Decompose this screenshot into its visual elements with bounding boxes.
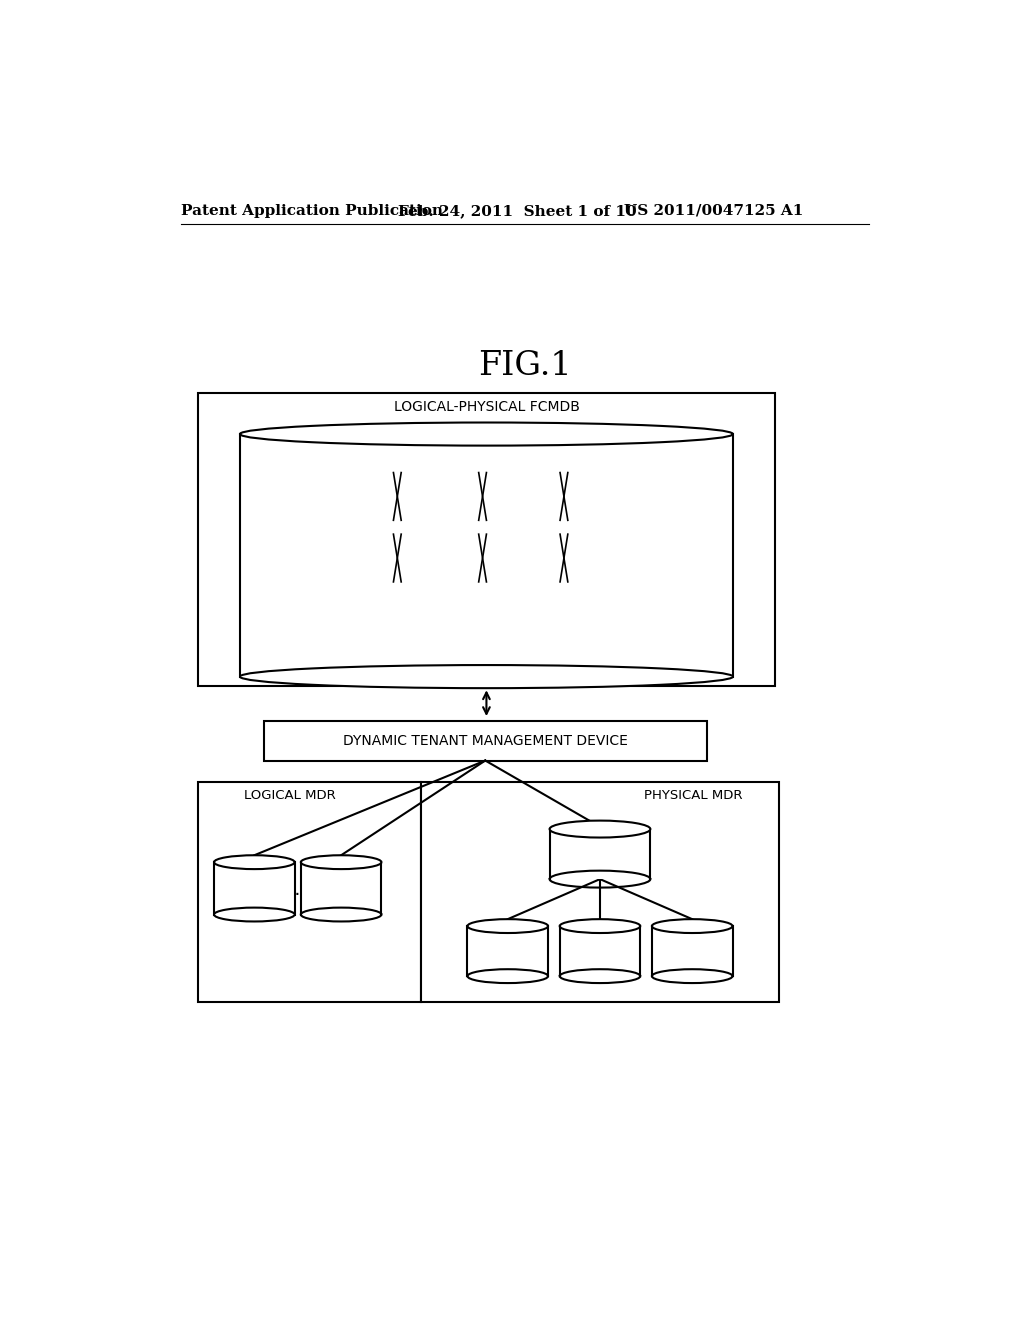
Text: LOGICAL MDR: LOGICAL MDR [245, 789, 336, 803]
Bar [300, 862, 382, 915]
Ellipse shape [560, 919, 640, 933]
Bar [421, 781, 779, 1002]
Ellipse shape [652, 919, 732, 933]
Text: LOGICAL
MDR: LOGICAL MDR [498, 482, 549, 511]
Bar [401, 535, 478, 582]
Text: SERVICE: SERVICE [416, 552, 465, 565]
Ellipse shape [652, 969, 732, 983]
Bar [198, 393, 775, 686]
Bar [550, 829, 650, 879]
Text: PHYSICAL MDR: PHYSICAL MDR [644, 789, 743, 803]
Text: US 2011/0047125 A1: US 2011/0047125 A1 [624, 203, 804, 218]
Text: TENANT: TENANT [331, 552, 379, 565]
Text: TENANT
"x" MDR: TENANT "x" MDR [317, 878, 365, 900]
Bar [198, 781, 421, 1002]
Text: FIG.1: FIG.1 [478, 350, 571, 383]
Ellipse shape [550, 821, 650, 838]
Bar [214, 862, 295, 915]
Text: TENANT: TENANT [331, 490, 379, 503]
Ellipse shape [214, 908, 295, 921]
Bar [401, 473, 478, 520]
Bar [239, 434, 734, 677]
Bar [560, 927, 640, 977]
Ellipse shape [560, 969, 640, 983]
Bar [651, 927, 733, 977]
Text: TENANT
"a" MDR: TENANT "a" MDR [231, 878, 278, 900]
Text: DYNAMIC TENANT MANAGEMENT DEVICE: DYNAMIC TENANT MANAGEMENT DEVICE [343, 734, 628, 747]
Bar [467, 927, 548, 977]
Bar [316, 535, 393, 582]
Ellipse shape [467, 919, 548, 933]
Ellipse shape [467, 969, 548, 983]
Ellipse shape [214, 855, 295, 869]
Bar [316, 473, 393, 520]
Bar [263, 721, 707, 760]
Ellipse shape [240, 665, 733, 688]
Bar [652, 927, 732, 977]
Text: LOGICAL
MDR: LOGICAL MDR [498, 544, 549, 572]
Text: PHYSICAL
MDR: PHYSICAL MDR [573, 941, 627, 962]
Ellipse shape [301, 908, 381, 921]
Ellipse shape [550, 871, 650, 887]
Text: Feb. 24, 2011  Sheet 1 of 10: Feb. 24, 2011 Sheet 1 of 10 [397, 203, 636, 218]
Bar [486, 473, 560, 520]
Ellipse shape [240, 422, 733, 446]
Text: PHYSICAL
FCMDB: PHYSICAL FCMDB [571, 840, 628, 869]
Bar [486, 535, 560, 582]
Text: PHYSICAL
MDR: PHYSICAL MDR [666, 941, 719, 962]
Bar [240, 434, 733, 677]
Ellipse shape [301, 855, 381, 869]
Bar [559, 927, 641, 977]
Text: Patent Application Publication: Patent Application Publication [180, 203, 442, 218]
Text: PHYSICAL
MDR: PHYSICAL MDR [481, 941, 535, 962]
Text: LOGICAL-PHYSICAL CONFIGURATION DB: LOGICAL-PHYSICAL CONFIGURATION DB [355, 445, 617, 458]
Bar [301, 862, 381, 915]
Bar [568, 535, 641, 582]
Text: PHYSICAL
MDR: PHYSICAL MDR [577, 544, 633, 572]
Bar [568, 473, 641, 520]
Text: SERVICE: SERVICE [416, 490, 465, 503]
Bar [467, 927, 549, 977]
Bar [549, 829, 651, 879]
Text: PHYSICAL
MDR: PHYSICAL MDR [577, 482, 633, 511]
Text: ...: ... [289, 879, 308, 899]
Text: LOGICAL-PHYSICAL FCMDB: LOGICAL-PHYSICAL FCMDB [393, 400, 580, 414]
Bar [213, 862, 295, 915]
